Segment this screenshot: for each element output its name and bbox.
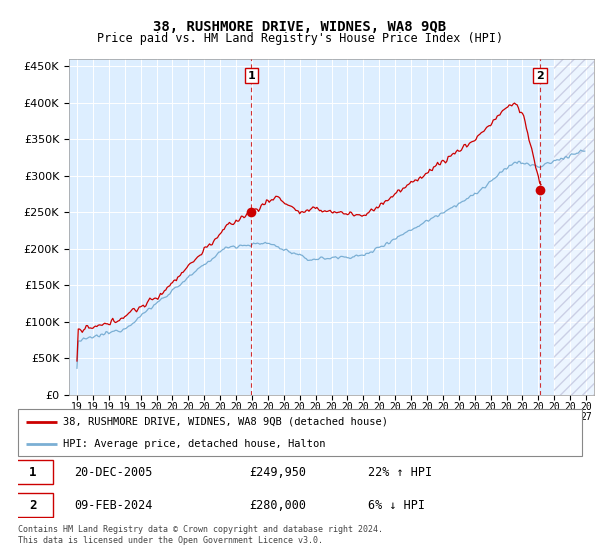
Text: 38, RUSHMORE DRIVE, WIDNES, WA8 9QB: 38, RUSHMORE DRIVE, WIDNES, WA8 9QB bbox=[154, 20, 446, 34]
Text: HPI: Average price, detached house, Halton: HPI: Average price, detached house, Halt… bbox=[63, 438, 326, 449]
Text: 38, RUSHMORE DRIVE, WIDNES, WA8 9QB (detached house): 38, RUSHMORE DRIVE, WIDNES, WA8 9QB (det… bbox=[63, 417, 388, 427]
Bar bbox=[554, 59, 599, 395]
Text: £280,000: £280,000 bbox=[249, 498, 306, 512]
FancyBboxPatch shape bbox=[18, 409, 582, 456]
Text: 22% ↑ HPI: 22% ↑ HPI bbox=[368, 465, 432, 479]
Text: £249,950: £249,950 bbox=[249, 465, 306, 479]
FancyBboxPatch shape bbox=[13, 460, 53, 484]
Bar bbox=[554, 59, 599, 395]
Text: Contains HM Land Registry data © Crown copyright and database right 2024.
This d: Contains HM Land Registry data © Crown c… bbox=[18, 525, 383, 545]
Text: 1: 1 bbox=[29, 465, 37, 479]
Text: 20-DEC-2005: 20-DEC-2005 bbox=[74, 465, 153, 479]
Text: Price paid vs. HM Land Registry's House Price Index (HPI): Price paid vs. HM Land Registry's House … bbox=[97, 32, 503, 45]
Text: 6% ↓ HPI: 6% ↓ HPI bbox=[368, 498, 425, 512]
Text: 2: 2 bbox=[29, 498, 37, 512]
Text: 2: 2 bbox=[536, 71, 544, 81]
FancyBboxPatch shape bbox=[13, 493, 53, 517]
Text: 1: 1 bbox=[248, 71, 256, 81]
Text: 09-FEB-2024: 09-FEB-2024 bbox=[74, 498, 153, 512]
